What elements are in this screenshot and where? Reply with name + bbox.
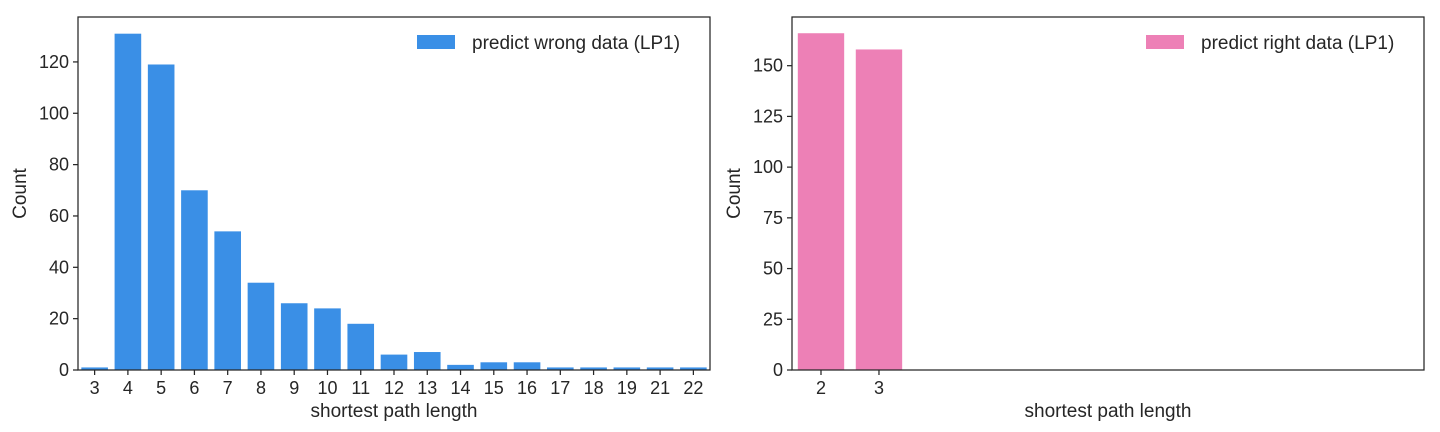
x-tick-label: 3 bbox=[90, 378, 100, 398]
x-tick-label: 21 bbox=[650, 378, 670, 398]
x-axis-label: shortest path length bbox=[1025, 401, 1192, 422]
x-tick-label: 5 bbox=[156, 378, 166, 398]
x-tick-label: 10 bbox=[317, 378, 337, 398]
x-axis-label: shortest path length bbox=[311, 401, 478, 422]
x-tick-label: 7 bbox=[223, 378, 233, 398]
y-tick-label: 0 bbox=[59, 360, 69, 380]
legend-label: predict right data (LP1) bbox=[1201, 33, 1394, 54]
x-tick-label: 15 bbox=[484, 378, 504, 398]
y-tick-label: 75 bbox=[763, 208, 783, 228]
y-tick-label: 100 bbox=[753, 157, 783, 177]
legend: predict wrong data (LP1) bbox=[417, 33, 680, 54]
y-axis-label: Count bbox=[10, 167, 31, 218]
x-tick-label: 9 bbox=[289, 378, 299, 398]
x-tick-label: 3 bbox=[874, 378, 884, 398]
x-tick-label: 19 bbox=[617, 378, 637, 398]
y-tick-label: 150 bbox=[753, 56, 783, 76]
legend-label: predict wrong data (LP1) bbox=[472, 33, 680, 54]
y-tick-label: 80 bbox=[49, 155, 69, 175]
y-axis-label: Count bbox=[724, 167, 745, 218]
plot-area-frame bbox=[791, 16, 1425, 371]
y-tick-label: 20 bbox=[49, 309, 69, 329]
bar-10 bbox=[314, 308, 341, 370]
bar-5 bbox=[147, 64, 175, 371]
x-tick-label: 14 bbox=[451, 378, 471, 398]
bar-15 bbox=[480, 362, 508, 370]
x-tick-label: 12 bbox=[384, 378, 404, 398]
left-chart-panel: 3 4 5 6 7 8 9 10 11 12 13 14 15 16 17 18 19 21 22 0 20 40 60 80… bbox=[10, 16, 711, 422]
x-tick-label: 17 bbox=[550, 378, 570, 398]
bar-3 bbox=[81, 367, 108, 370]
bar-11 bbox=[347, 323, 375, 370]
bar-4 bbox=[114, 33, 142, 371]
right-chart-panel: 2 3 0 25 50 75 100 125 150 shortest path length Co… bbox=[724, 16, 1425, 422]
bar-14 bbox=[447, 364, 474, 370]
x-tick-label: 6 bbox=[189, 378, 199, 398]
bar-8 bbox=[247, 282, 275, 370]
y-tick-label: 120 bbox=[39, 52, 69, 72]
legend-swatch bbox=[417, 35, 455, 49]
bar-7 bbox=[214, 231, 241, 370]
y-tick-label: 40 bbox=[49, 257, 69, 277]
x-tick-label: 13 bbox=[417, 378, 437, 398]
bar-19 bbox=[613, 367, 641, 370]
y-tick-label: 25 bbox=[763, 309, 783, 329]
x-tick-label: 2 bbox=[816, 378, 826, 398]
x-tick-label: 16 bbox=[517, 378, 537, 398]
bar-3 bbox=[855, 49, 903, 370]
bar-16 bbox=[513, 362, 541, 370]
bar-12 bbox=[380, 354, 408, 370]
bar-2 bbox=[797, 33, 845, 370]
legend-swatch bbox=[1146, 35, 1184, 49]
x-tick-label: 22 bbox=[683, 378, 703, 398]
bar-22 bbox=[680, 367, 707, 370]
legend: predict right data (LP1) bbox=[1146, 33, 1394, 54]
x-tick-label: 8 bbox=[256, 378, 266, 398]
x-tick-label: 11 bbox=[351, 378, 370, 398]
bar-18 bbox=[580, 367, 607, 370]
bar-6 bbox=[181, 190, 208, 370]
y-tick-label: 50 bbox=[763, 259, 783, 279]
bar-17 bbox=[547, 367, 574, 370]
x-tick-label: 18 bbox=[584, 378, 604, 398]
y-tick-label: 125 bbox=[753, 106, 783, 126]
x-tick-label: 4 bbox=[123, 378, 133, 398]
y-tick-label: 100 bbox=[39, 103, 69, 123]
bar-9 bbox=[280, 303, 308, 370]
y-tick-label: 0 bbox=[773, 360, 783, 380]
bar-13 bbox=[413, 352, 441, 370]
bar-21 bbox=[646, 367, 674, 370]
y-tick-label: 60 bbox=[49, 206, 69, 226]
